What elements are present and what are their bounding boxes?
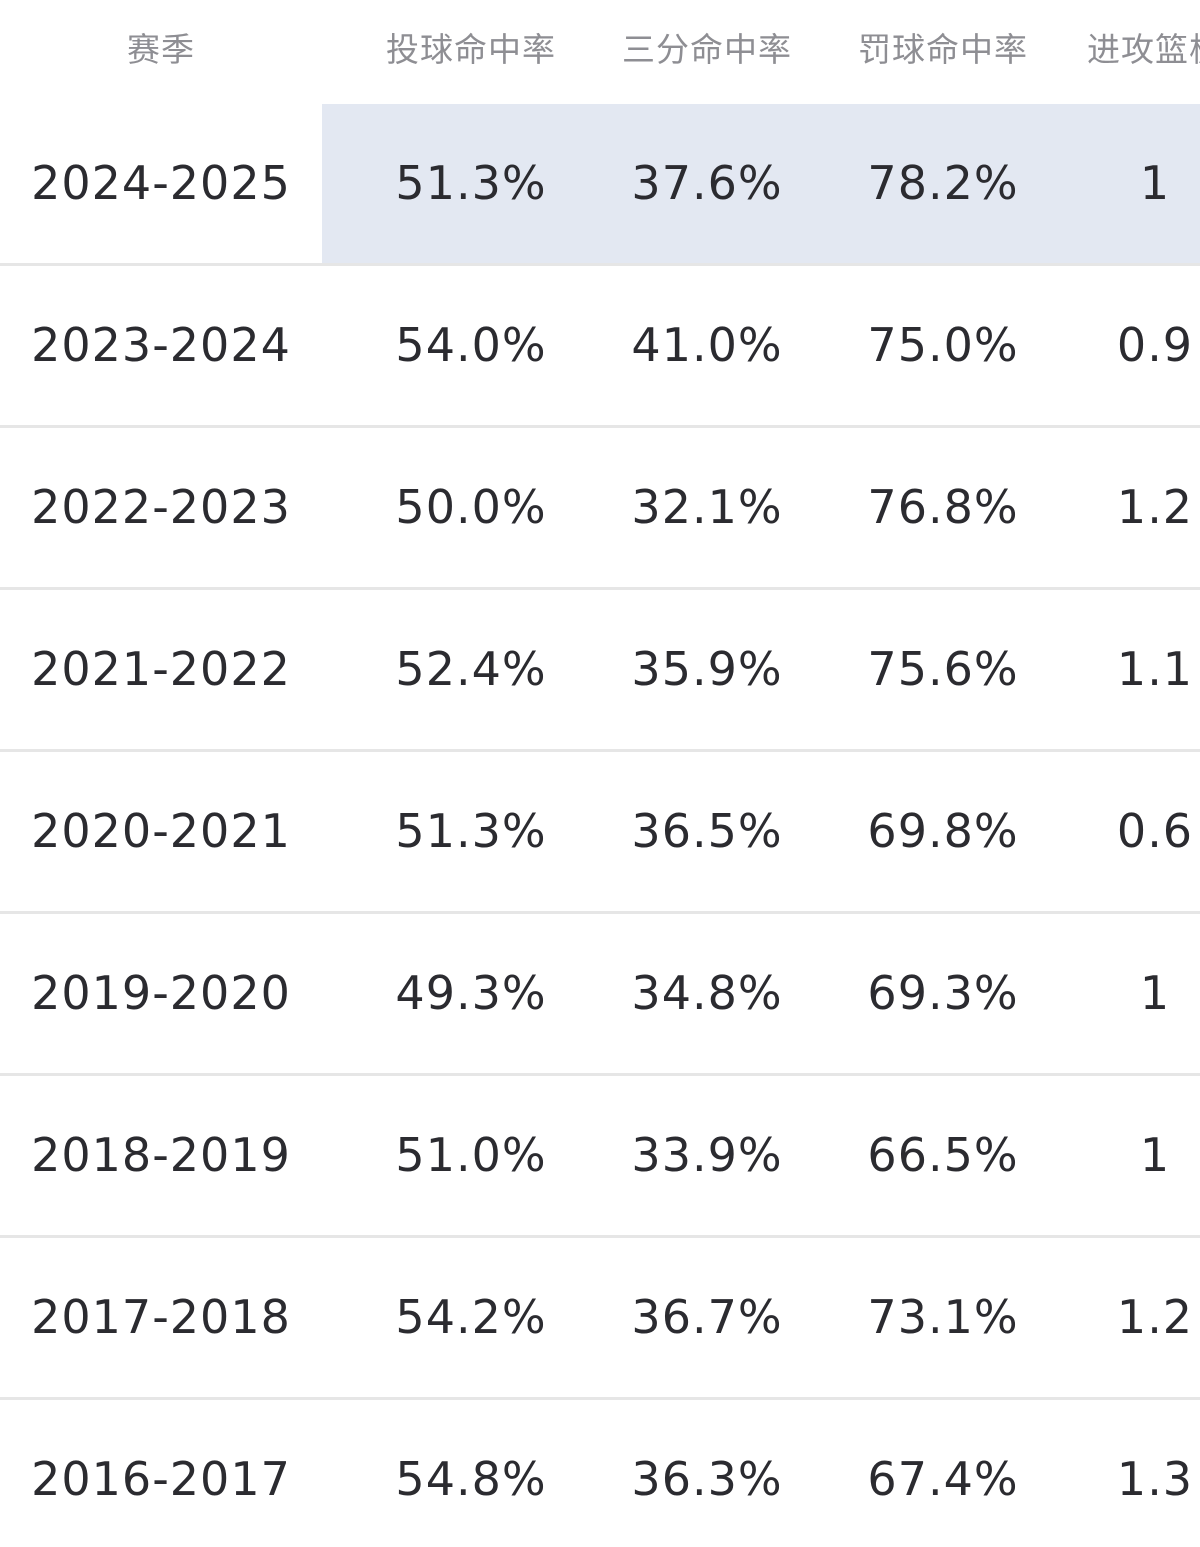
table-header-row: 赛季 投球命中率 三分命中率 罚球命中率 进攻篮板 xyxy=(0,0,1200,104)
table-row[interactable]: 2023-2024 54.0% 41.0% 75.0% 0.9 xyxy=(0,266,1200,428)
table-row[interactable]: 2017-2018 54.2% 36.7% 73.1% 1.2 xyxy=(0,1238,1200,1400)
cell-fg-pct: 54.0% xyxy=(395,318,547,372)
header-ft-pct[interactable]: 罚球命中率 xyxy=(858,30,1028,69)
cell-ft-pct: 66.5% xyxy=(867,1128,1019,1182)
cell-ft-pct: 75.6% xyxy=(867,642,1019,696)
cell-fg-pct: 54.8% xyxy=(395,1452,547,1506)
table-row[interactable]: 2022-2023 50.0% 32.1% 76.8% 1.2 xyxy=(0,428,1200,590)
cell-oreb: 1.2 xyxy=(1116,480,1194,534)
cell-three-pct: 36.5% xyxy=(631,804,783,858)
header-three-pct[interactable]: 三分命中率 xyxy=(622,30,792,69)
table-row[interactable]: 2019-2020 49.3% 34.8% 69.3% 1 xyxy=(0,914,1200,1076)
header-oreb[interactable]: 进攻篮板 xyxy=(1087,30,1200,69)
header-season[interactable]: 赛季 xyxy=(127,30,195,69)
header-fg-pct[interactable]: 投球命中率 xyxy=(386,30,556,69)
cell-three-pct: 35.9% xyxy=(631,642,783,696)
cell-season: 2016-2017 xyxy=(31,1452,291,1506)
cell-oreb: 1 xyxy=(1139,966,1171,1020)
cell-season: 2023-2024 xyxy=(31,318,291,372)
cell-oreb: 1 xyxy=(1139,156,1171,210)
cell-ft-pct: 73.1% xyxy=(867,1290,1019,1344)
table-row[interactable]: 2018-2019 51.0% 33.9% 66.5% 1 xyxy=(0,1076,1200,1238)
cell-three-pct: 36.7% xyxy=(631,1290,783,1344)
cell-fg-pct: 52.4% xyxy=(395,642,547,696)
cell-three-pct: 32.1% xyxy=(631,480,783,534)
cell-fg-pct: 49.3% xyxy=(395,966,547,1020)
cell-ft-pct: 67.4% xyxy=(867,1452,1019,1506)
cell-ft-pct: 78.2% xyxy=(867,156,1019,210)
cell-season: 2024-2025 xyxy=(31,156,291,210)
cell-oreb: 1.1 xyxy=(1116,642,1194,696)
cell-oreb: 1.3 xyxy=(1116,1452,1194,1506)
cell-oreb: 1 xyxy=(1139,1128,1171,1182)
cell-three-pct: 34.8% xyxy=(631,966,783,1020)
cell-ft-pct: 69.3% xyxy=(867,966,1019,1020)
cell-fg-pct: 51.0% xyxy=(395,1128,547,1182)
table-row[interactable]: 2016-2017 54.8% 36.3% 67.4% 1.3 xyxy=(0,1400,1200,1547)
cell-season: 2019-2020 xyxy=(31,966,291,1020)
cell-season: 2018-2019 xyxy=(31,1128,291,1182)
table-row[interactable]: 2020-2021 51.3% 36.5% 69.8% 0.6 xyxy=(0,752,1200,914)
cell-oreb: 0.6 xyxy=(1116,804,1194,858)
cell-oreb: 0.9 xyxy=(1116,318,1194,372)
cell-three-pct: 33.9% xyxy=(631,1128,783,1182)
cell-fg-pct: 54.2% xyxy=(395,1290,547,1344)
cell-oreb: 1.2 xyxy=(1116,1290,1194,1344)
cell-three-pct: 36.3% xyxy=(631,1452,783,1506)
table-row[interactable]: 2021-2022 52.4% 35.9% 75.6% 1.1 xyxy=(0,590,1200,752)
cell-ft-pct: 69.8% xyxy=(867,804,1019,858)
cell-three-pct: 37.6% xyxy=(631,156,783,210)
table-row[interactable]: 2024-2025 51.3% 37.6% 78.2% 1 xyxy=(0,104,1200,266)
cell-fg-pct: 51.3% xyxy=(395,156,547,210)
cell-season: 2020-2021 xyxy=(31,804,291,858)
cell-fg-pct: 50.0% xyxy=(395,480,547,534)
cell-fg-pct: 51.3% xyxy=(395,804,547,858)
cell-ft-pct: 76.8% xyxy=(867,480,1019,534)
table-body: 2024-2025 51.3% 37.6% 78.2% 1 2023-2024 … xyxy=(0,104,1200,1547)
cell-season: 2022-2023 xyxy=(31,480,291,534)
cell-ft-pct: 75.0% xyxy=(867,318,1019,372)
cell-season: 2017-2018 xyxy=(31,1290,291,1344)
cell-three-pct: 41.0% xyxy=(631,318,783,372)
cell-season: 2021-2022 xyxy=(31,642,291,696)
